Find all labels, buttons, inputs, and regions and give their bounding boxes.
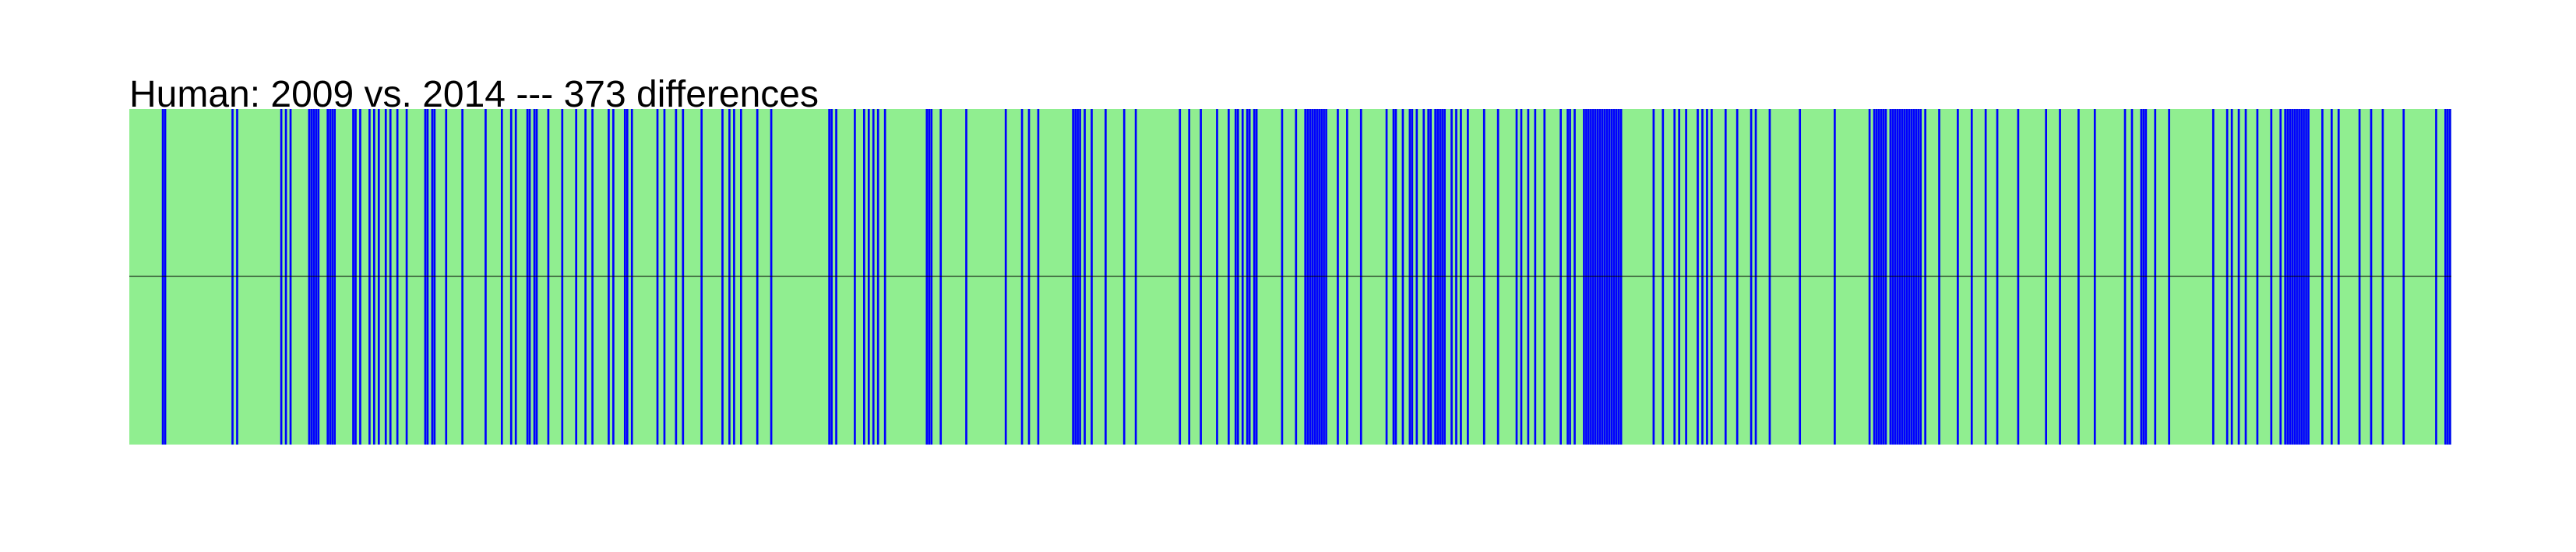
- chart-title: Human: 2009 vs. 2014 --- 373 differences: [129, 74, 819, 115]
